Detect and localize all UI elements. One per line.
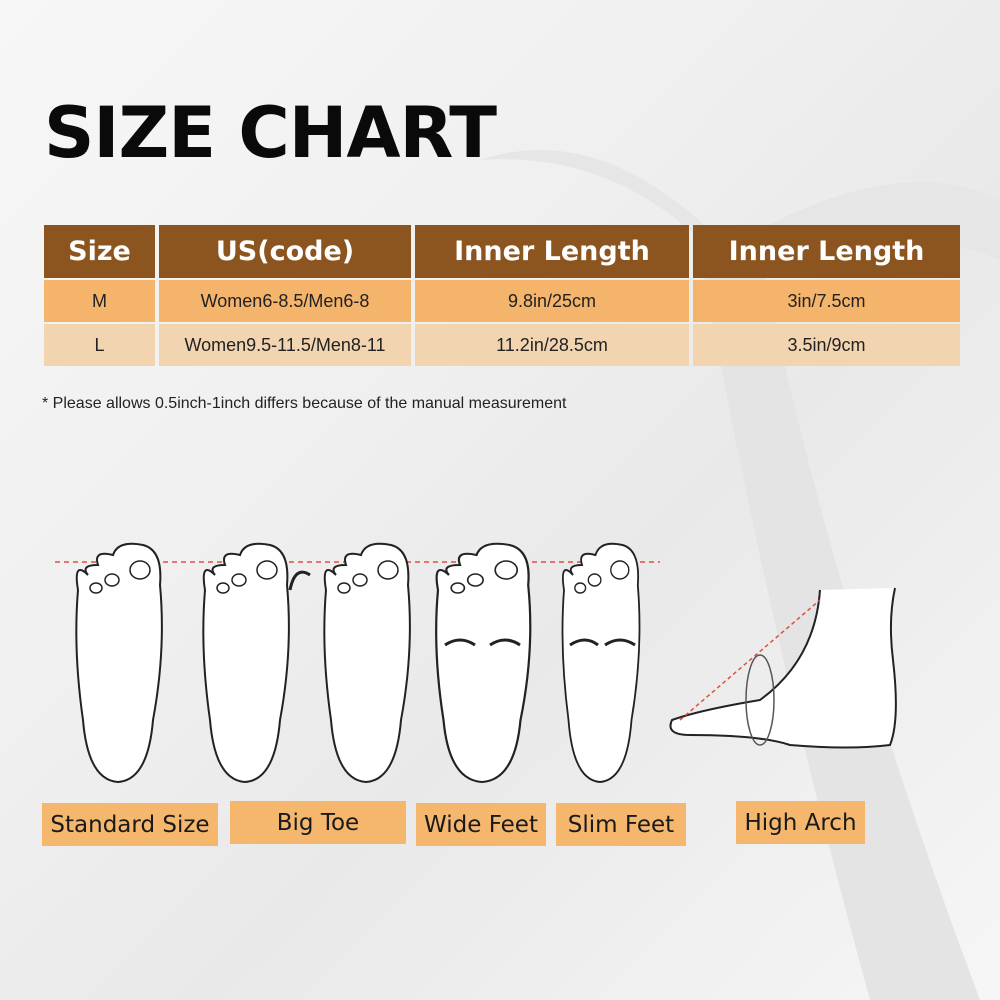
label-high-arch: High Arch [736,801,865,844]
big-toe-foot-icon [202,542,290,783]
cell: Women9.5-11.5/Men8-11 [159,324,411,366]
table-row: M Women6-8.5/Men6-8 9.8in/25cm 3in/7.5cm [44,280,960,322]
cell: Women6-8.5/Men6-8 [159,280,411,322]
foot-illustrations [55,542,897,784]
table-row: L Women9.5-11.5/Men8-11 11.2in/28.5cm 3.… [44,324,960,366]
page-title: SIZE CHART [44,92,497,174]
arch-measure-icon [745,654,775,746]
widen-arrows-icon [444,638,521,647]
header-us-code: US(code) [159,225,411,278]
table-header-row: Size US(code) Inner Length Inner Length [44,225,960,278]
label-wide-feet: Wide Feet [416,803,546,846]
cell: 3.5in/9cm [693,324,960,366]
cell: L [44,324,155,366]
label-standard-size: Standard Size [42,803,218,846]
foot-icon [323,542,411,783]
cell: 11.2in/28.5cm [415,324,689,366]
measurement-note: * Please allows 0.5inch-1inch differs be… [42,395,567,412]
header-inner-length-2: Inner Length [693,225,960,278]
header-inner-length: Inner Length [415,225,689,278]
label-big-toe: Big Toe [230,801,406,844]
arch-guide-line [679,599,821,721]
size-table: Size US(code) Inner Length Inner Length … [40,223,964,368]
cell: 9.8in/25cm [415,280,689,322]
cell: 3in/7.5cm [693,280,960,322]
header-size: Size [44,225,155,278]
curved-arrow-icon [288,570,311,591]
slim-foot-icon [561,542,641,783]
high-arch-foot-icon [669,587,897,749]
narrow-arrows-icon [569,638,636,647]
label-slim-feet: Slim Feet [556,803,686,846]
wide-foot-icon [435,542,532,784]
cell: M [44,280,155,322]
standard-foot-icon [75,542,163,783]
